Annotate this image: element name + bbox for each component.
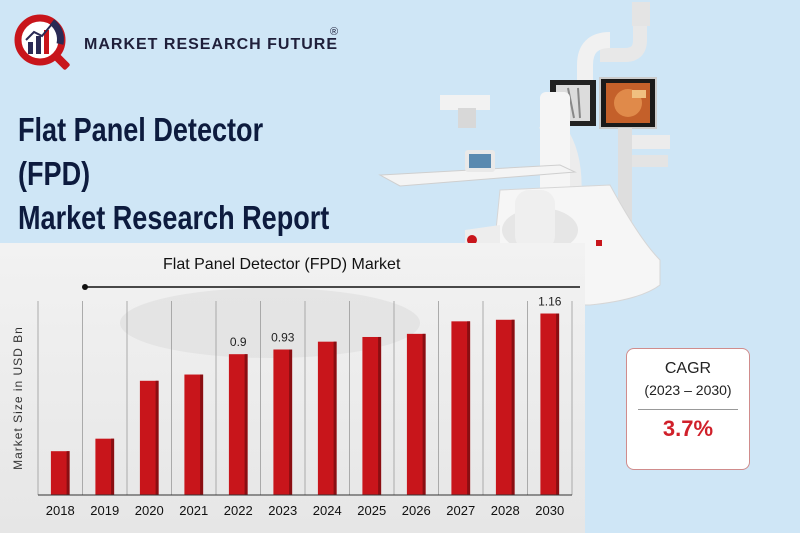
x-tick-2028: 2028 xyxy=(491,503,520,518)
title-rule-dot xyxy=(82,284,88,290)
bar-2022 xyxy=(228,354,248,495)
bar-2024 xyxy=(317,341,337,495)
world-map-watermark xyxy=(120,288,420,358)
bar-2019 xyxy=(95,438,115,495)
brand-logo: MARKET RESEARCH FUTURE ® xyxy=(14,14,344,70)
x-tick-2026: 2026 xyxy=(402,503,431,518)
chart-title: Flat Panel Detector (FPD) Market xyxy=(163,256,401,273)
bar-2028 xyxy=(495,319,515,495)
data-labels: 0.9 0.93 1.16 xyxy=(230,295,562,350)
grid-lines xyxy=(37,301,573,495)
y-axis-label: Market Size in USD Bn xyxy=(11,326,25,470)
bar-shade-2020 xyxy=(155,380,159,495)
bar-2026 xyxy=(406,333,426,495)
cagr-period: (2023 – 2030) xyxy=(644,382,732,398)
magnifier-chart-icon xyxy=(14,14,70,70)
x-tick-2024: 2024 xyxy=(313,503,342,518)
bar-2023 xyxy=(273,349,293,495)
bar-shade-2019 xyxy=(111,438,115,495)
bar-2021 xyxy=(184,374,204,495)
bar-shade-2028 xyxy=(511,319,515,495)
brand-name: MARKET RESEARCH FUTURE xyxy=(84,36,338,53)
bar-shade-2022 xyxy=(244,354,248,495)
x-tick-2027: 2027 xyxy=(446,503,475,518)
bar-shade-2024 xyxy=(333,341,337,495)
bar-shade-2030 xyxy=(556,313,560,495)
cagr-value: 3.7% xyxy=(662,416,714,441)
report-title-line-1: Flat Panel Detector (FPD) xyxy=(18,111,264,192)
x-tick-2019: 2019 xyxy=(90,503,119,518)
x-tick-2021: 2021 xyxy=(179,503,208,518)
bar-chart: Market Size in USD Bn 0.9 0.931.16 2018 20… xyxy=(11,284,580,518)
x-tick-labels: 2018 2019 2020 2021 2022 2023 2024 2025 2026 2027… xyxy=(46,503,564,518)
cagr-box: CAGR (2023 – 2030) 3.7% xyxy=(626,348,750,470)
bar-shade-2018 xyxy=(66,451,70,495)
registered-mark: ® xyxy=(330,26,339,38)
bar-2020 xyxy=(139,380,159,495)
bars xyxy=(50,313,560,495)
bar-2018 xyxy=(50,451,70,495)
data-label-2030: 1.16 xyxy=(538,295,562,309)
bar-shade-2027 xyxy=(467,321,471,495)
bar-2030 xyxy=(540,313,560,495)
x-tick-2020: 2020 xyxy=(135,503,164,518)
bar-shade-2021 xyxy=(200,374,204,495)
data-label-2023: 0.93 xyxy=(271,331,295,345)
cagr-label: CAGR xyxy=(664,360,712,377)
bar-2027 xyxy=(451,321,471,495)
x-tick-2018: 2018 xyxy=(46,503,75,518)
x-tick-2022: 2022 xyxy=(224,503,253,518)
report-title: Flat Panel Detector (FPD) Market Researc… xyxy=(18,108,330,240)
cagr-divider xyxy=(638,409,738,410)
bar-shade-2025 xyxy=(378,336,382,495)
x-tick-2023: 2023 xyxy=(268,503,297,518)
bar-shade-2023 xyxy=(289,349,293,495)
data-label-2022: 0.9 xyxy=(230,335,247,349)
bar-2025 xyxy=(362,336,382,495)
bar-shade-2026 xyxy=(422,333,426,495)
report-title-line-2: Market Research Report xyxy=(18,199,330,236)
x-tick-2025: 2025 xyxy=(357,503,386,518)
x-tick-2030: 2030 xyxy=(535,503,564,518)
